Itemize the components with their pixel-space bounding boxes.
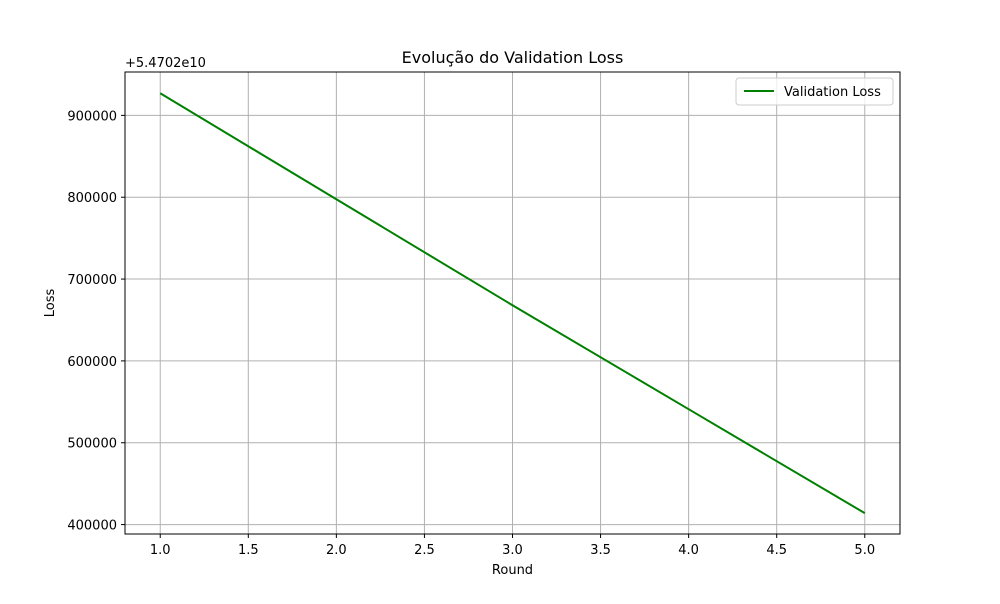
- y-offset-label: +5.4702e10: [125, 56, 206, 71]
- x-tick-label: 1.5: [238, 543, 259, 558]
- x-axis-label: Round: [492, 563, 533, 578]
- series-layer: [159, 92, 866, 514]
- grid: [125, 72, 900, 534]
- y-tick-label: 800000: [67, 191, 117, 206]
- x-tick-label: 3.5: [590, 543, 611, 558]
- y-tick-label: 400000: [67, 519, 117, 534]
- x-tick-label: 3.0: [502, 543, 523, 558]
- y-axis-ticks: 400000 500000 600000 700000 800000 900000: [67, 109, 125, 534]
- y-tick-label: 500000: [67, 437, 117, 452]
- x-tick-label: 5.0: [854, 543, 875, 558]
- y-tick-label: 900000: [67, 109, 117, 124]
- legend-label: Validation Loss: [784, 85, 881, 100]
- x-tick-label: 2.0: [326, 543, 347, 558]
- y-tick-label: 600000: [67, 355, 117, 370]
- legend: Validation Loss: [735, 77, 894, 106]
- y-tick-label: 700000: [67, 273, 117, 288]
- x-tick-label: 4.5: [766, 543, 787, 558]
- x-axis-ticks: 1.0 1.5 2.0 2.5 3.0 3.5 4.0 4.5 5.0: [150, 534, 875, 558]
- x-tick-label: 4.0: [678, 543, 699, 558]
- series-line-validation-loss: [159, 92, 866, 514]
- y-axis-label: Loss: [43, 289, 58, 318]
- x-tick-label: 1.0: [150, 543, 171, 558]
- chart-title: Evolução do Validation Loss: [402, 48, 624, 67]
- legend-box: [735, 77, 894, 106]
- x-tick-label: 2.5: [414, 543, 435, 558]
